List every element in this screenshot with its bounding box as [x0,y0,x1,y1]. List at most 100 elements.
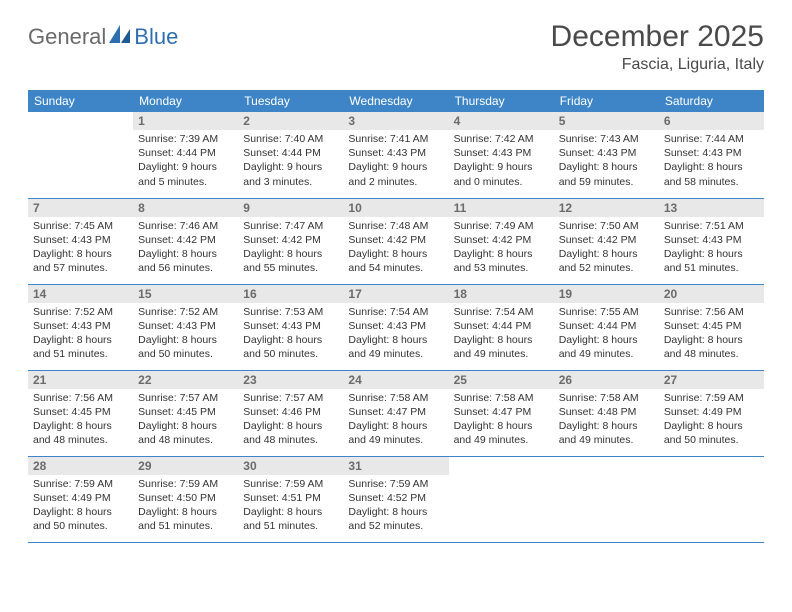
sunset-text: Sunset: 4:42 PM [138,233,233,247]
weekday-header: Monday [133,90,238,112]
calendar-day-cell: 28Sunrise: 7:59 AMSunset: 4:49 PMDayligh… [28,456,133,542]
weekday-header: Friday [554,90,659,112]
sunrise-text: Sunrise: 7:55 AM [559,305,654,319]
calendar-day-cell: 12Sunrise: 7:50 AMSunset: 4:42 PMDayligh… [554,198,659,284]
calendar-day-cell: 9Sunrise: 7:47 AMSunset: 4:42 PMDaylight… [238,198,343,284]
day-number: 27 [659,371,764,389]
sunset-text: Sunset: 4:45 PM [664,319,759,333]
calendar-header-row: Sunday Monday Tuesday Wednesday Thursday… [28,90,764,112]
day-number: 15 [133,285,238,303]
daylight-text: Daylight: 9 hours and 3 minutes. [243,160,338,188]
daylight-text: Daylight: 8 hours and 51 minutes. [664,247,759,275]
day-number: 22 [133,371,238,389]
day-details: Sunrise: 7:40 AMSunset: 4:44 PMDaylight:… [238,130,343,193]
sunrise-text: Sunrise: 7:57 AM [138,391,233,405]
day-number: 9 [238,199,343,217]
daylight-text: Daylight: 8 hours and 52 minutes. [348,505,443,533]
daylight-text: Daylight: 8 hours and 49 minutes. [348,419,443,447]
daylight-text: Daylight: 8 hours and 49 minutes. [559,333,654,361]
day-number: 31 [343,457,448,475]
day-number: 21 [28,371,133,389]
sunset-text: Sunset: 4:42 PM [243,233,338,247]
sunrise-text: Sunrise: 7:58 AM [559,391,654,405]
daylight-text: Daylight: 8 hours and 59 minutes. [559,160,654,188]
day-number: 7 [28,199,133,217]
day-number: 12 [554,199,659,217]
calendar-day-cell: 3Sunrise: 7:41 AMSunset: 4:43 PMDaylight… [343,112,448,198]
calendar-day-cell: 26Sunrise: 7:58 AMSunset: 4:48 PMDayligh… [554,370,659,456]
day-details [28,116,133,122]
daylight-text: Daylight: 8 hours and 50 minutes. [33,505,128,533]
daylight-text: Daylight: 8 hours and 50 minutes. [243,333,338,361]
day-details: Sunrise: 7:53 AMSunset: 4:43 PMDaylight:… [238,303,343,366]
daylight-text: Daylight: 8 hours and 56 minutes. [138,247,233,275]
calendar-day-cell: 6Sunrise: 7:44 AMSunset: 4:43 PMDaylight… [659,112,764,198]
sunrise-text: Sunrise: 7:49 AM [454,219,549,233]
brand-text-blue: Blue [134,24,178,50]
day-number: 3 [343,112,448,130]
daylight-text: Daylight: 8 hours and 49 minutes. [454,419,549,447]
day-details: Sunrise: 7:55 AMSunset: 4:44 PMDaylight:… [554,303,659,366]
calendar-table: Sunday Monday Tuesday Wednesday Thursday… [28,90,764,543]
sunset-text: Sunset: 4:43 PM [664,146,759,160]
calendar-day-cell [449,456,554,542]
day-details: Sunrise: 7:59 AMSunset: 4:52 PMDaylight:… [343,475,448,538]
sunrise-text: Sunrise: 7:54 AM [348,305,443,319]
sunset-text: Sunset: 4:49 PM [664,405,759,419]
day-details: Sunrise: 7:49 AMSunset: 4:42 PMDaylight:… [449,217,554,280]
sunset-text: Sunset: 4:44 PM [243,146,338,160]
calendar-day-cell: 16Sunrise: 7:53 AMSunset: 4:43 PMDayligh… [238,284,343,370]
day-details: Sunrise: 7:56 AMSunset: 4:45 PMDaylight:… [659,303,764,366]
sunset-text: Sunset: 4:45 PM [33,405,128,419]
calendar-day-cell: 11Sunrise: 7:49 AMSunset: 4:42 PMDayligh… [449,198,554,284]
day-number: 11 [449,199,554,217]
day-details [449,461,554,467]
calendar-day-cell: 15Sunrise: 7:52 AMSunset: 4:43 PMDayligh… [133,284,238,370]
weekday-header: Sunday [28,90,133,112]
calendar-day-cell: 22Sunrise: 7:57 AMSunset: 4:45 PMDayligh… [133,370,238,456]
day-details: Sunrise: 7:39 AMSunset: 4:44 PMDaylight:… [133,130,238,193]
day-details: Sunrise: 7:59 AMSunset: 4:49 PMDaylight:… [659,389,764,452]
day-details: Sunrise: 7:46 AMSunset: 4:42 PMDaylight:… [133,217,238,280]
day-number: 8 [133,199,238,217]
day-number: 13 [659,199,764,217]
daylight-text: Daylight: 8 hours and 49 minutes. [559,419,654,447]
sunset-text: Sunset: 4:43 PM [454,146,549,160]
daylight-text: Daylight: 8 hours and 48 minutes. [33,419,128,447]
day-details: Sunrise: 7:54 AMSunset: 4:43 PMDaylight:… [343,303,448,366]
sunset-text: Sunset: 4:43 PM [348,146,443,160]
calendar-day-cell [659,456,764,542]
day-number: 30 [238,457,343,475]
day-details: Sunrise: 7:43 AMSunset: 4:43 PMDaylight:… [554,130,659,193]
sunset-text: Sunset: 4:42 PM [454,233,549,247]
day-details: Sunrise: 7:58 AMSunset: 4:47 PMDaylight:… [343,389,448,452]
calendar-day-cell: 27Sunrise: 7:59 AMSunset: 4:49 PMDayligh… [659,370,764,456]
calendar-day-cell: 8Sunrise: 7:46 AMSunset: 4:42 PMDaylight… [133,198,238,284]
calendar-day-cell: 14Sunrise: 7:52 AMSunset: 4:43 PMDayligh… [28,284,133,370]
calendar-day-cell: 31Sunrise: 7:59 AMSunset: 4:52 PMDayligh… [343,456,448,542]
sunrise-text: Sunrise: 7:52 AM [138,305,233,319]
day-details: Sunrise: 7:52 AMSunset: 4:43 PMDaylight:… [133,303,238,366]
sunrise-text: Sunrise: 7:48 AM [348,219,443,233]
daylight-text: Daylight: 8 hours and 51 minutes. [243,505,338,533]
brand-logo: General Blue [28,24,178,50]
calendar-day-cell: 1Sunrise: 7:39 AMSunset: 4:44 PMDaylight… [133,112,238,198]
calendar-week-row: 14Sunrise: 7:52 AMSunset: 4:43 PMDayligh… [28,284,764,370]
day-number: 2 [238,112,343,130]
sunset-text: Sunset: 4:43 PM [33,233,128,247]
day-number: 19 [554,285,659,303]
sunset-text: Sunset: 4:44 PM [454,319,549,333]
weekday-header: Wednesday [343,90,448,112]
day-details: Sunrise: 7:48 AMSunset: 4:42 PMDaylight:… [343,217,448,280]
calendar-day-cell: 24Sunrise: 7:58 AMSunset: 4:47 PMDayligh… [343,370,448,456]
day-details: Sunrise: 7:50 AMSunset: 4:42 PMDaylight:… [554,217,659,280]
sunrise-text: Sunrise: 7:54 AM [454,305,549,319]
sunrise-text: Sunrise: 7:45 AM [33,219,128,233]
daylight-text: Daylight: 8 hours and 57 minutes. [33,247,128,275]
sunrise-text: Sunrise: 7:43 AM [559,132,654,146]
daylight-text: Daylight: 8 hours and 54 minutes. [348,247,443,275]
calendar-day-cell: 23Sunrise: 7:57 AMSunset: 4:46 PMDayligh… [238,370,343,456]
day-details: Sunrise: 7:58 AMSunset: 4:47 PMDaylight:… [449,389,554,452]
daylight-text: Daylight: 8 hours and 58 minutes. [664,160,759,188]
daylight-text: Daylight: 8 hours and 51 minutes. [33,333,128,361]
